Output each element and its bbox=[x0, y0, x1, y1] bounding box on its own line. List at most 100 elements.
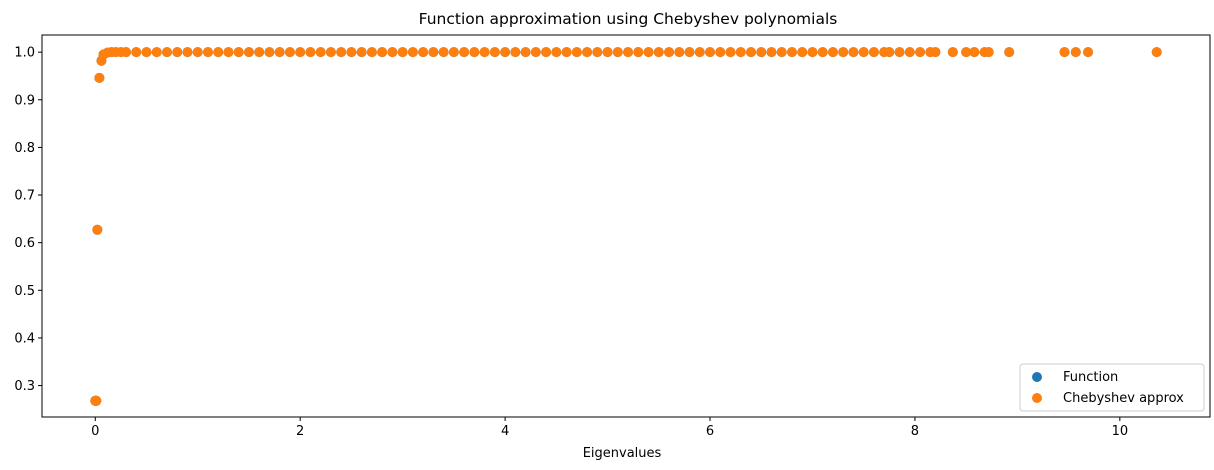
chebyshev-approx-point bbox=[1059, 47, 1070, 58]
chebyshev-approx-point bbox=[848, 47, 859, 58]
chebyshev-approx-point bbox=[418, 47, 429, 58]
chebyshev-approx-point bbox=[623, 47, 634, 58]
chebyshev-approx-point bbox=[192, 47, 203, 58]
chebyshev-approx-point bbox=[295, 47, 306, 58]
plot-area bbox=[41, 34, 1211, 418]
chebyshev-approx-point bbox=[264, 47, 275, 58]
legend-marker-function bbox=[1032, 372, 1042, 382]
chebyshev-approx-point bbox=[233, 47, 244, 58]
chebyshev-approx-point bbox=[223, 47, 234, 58]
y-tick-label: 0.3 bbox=[14, 379, 35, 394]
chebyshev-approx-point bbox=[725, 47, 736, 58]
chebyshev-approx-point bbox=[243, 47, 254, 58]
chebyshev-approx-point bbox=[356, 47, 367, 58]
chebyshev-approx-point bbox=[930, 47, 941, 58]
chebyshev-approx-point bbox=[786, 47, 797, 58]
x-tick-label: 4 bbox=[501, 424, 509, 439]
chebyshev-approx-point bbox=[520, 47, 531, 58]
chebyshev-approx-point bbox=[694, 47, 705, 58]
chebyshev-approx-point bbox=[121, 47, 132, 58]
chebyshev-approx-point bbox=[735, 47, 746, 58]
chebyshev-approx-point bbox=[969, 47, 980, 58]
legend-marker-chebyshev bbox=[1032, 393, 1042, 403]
chebyshev-approx-point bbox=[541, 47, 552, 58]
chebyshev-approx-point bbox=[397, 47, 408, 58]
chebyshev-approx-point bbox=[983, 47, 994, 58]
chebyshev-approx-point bbox=[592, 47, 603, 58]
chart-title: Function approximation using Chebyshev p… bbox=[419, 10, 838, 28]
chebyshev-approx-point bbox=[141, 47, 152, 58]
x-tick-label: 2 bbox=[296, 424, 304, 439]
chebyshev-approx-point bbox=[202, 47, 213, 58]
chebyshev-approx-point bbox=[448, 47, 459, 58]
chebyshev-approx-point bbox=[571, 47, 582, 58]
x-tick-label: 8 bbox=[911, 424, 919, 439]
chebyshev-approx-point bbox=[1151, 47, 1162, 58]
chebyshev-approx-point bbox=[817, 47, 828, 58]
chebyshev-approx-point bbox=[633, 47, 644, 58]
chebyshev-approx-point bbox=[961, 47, 972, 58]
y-tick-label: 0.9 bbox=[14, 93, 35, 108]
series-chebyshev-approx bbox=[90, 47, 1162, 406]
y-tick-label: 0.8 bbox=[14, 141, 35, 156]
chebyshev-approx-point bbox=[336, 47, 347, 58]
chebyshev-approx-point bbox=[664, 47, 675, 58]
y-tick-label: 1.0 bbox=[14, 46, 35, 61]
chebyshev-approx-point bbox=[894, 47, 905, 58]
chebyshev-approx-point bbox=[151, 47, 162, 58]
chebyshev-approx-point bbox=[428, 47, 439, 58]
chebyshev-approx-point bbox=[904, 47, 915, 58]
chebyshev-approx-point bbox=[766, 47, 777, 58]
chebyshev-approx-point bbox=[489, 47, 500, 58]
chebyshev-approx-point bbox=[858, 47, 869, 58]
chebyshev-approx-point bbox=[1070, 47, 1081, 58]
chebyshev-approx-point bbox=[325, 47, 336, 58]
x-axis-ticks: 0 2 4 6 8 10 bbox=[91, 417, 1128, 439]
chebyshev-approx-point bbox=[612, 47, 623, 58]
legend: Function Chebyshev approx bbox=[1019, 363, 1205, 412]
x-tick-label: 6 bbox=[706, 424, 714, 439]
chebyshev-approx-point bbox=[1004, 47, 1015, 58]
chebyshev-approx-point bbox=[551, 47, 562, 58]
y-tick-label: 0.4 bbox=[14, 331, 35, 346]
axes-frame bbox=[41, 34, 1211, 418]
x-tick-label: 0 bbox=[91, 424, 99, 439]
chebyshev-approx-point bbox=[838, 47, 849, 58]
chebyshev-approx-point bbox=[884, 47, 895, 58]
chebyshev-approx-point bbox=[705, 47, 716, 58]
chebyshev-approx-point bbox=[582, 47, 593, 58]
chebyshev-approx-point bbox=[131, 47, 142, 58]
chebyshev-approx-point bbox=[161, 47, 172, 58]
chebyshev-approx-point bbox=[674, 47, 685, 58]
chebyshev-approx-point bbox=[94, 72, 105, 83]
chebyshev-approx-point bbox=[602, 47, 613, 58]
chebyshev-approx-point bbox=[213, 47, 224, 58]
x-tick-label: 10 bbox=[1112, 424, 1129, 439]
legend-box bbox=[1019, 363, 1205, 412]
x-axis-label: Eigenvalues bbox=[583, 446, 662, 461]
y-tick-label: 0.7 bbox=[14, 189, 35, 204]
chebyshev-approx-point bbox=[407, 47, 418, 58]
chebyshev-approx-point bbox=[91, 395, 102, 406]
chebyshev-approx-point bbox=[284, 47, 295, 58]
chebyshev-approx-point bbox=[377, 47, 388, 58]
chebyshev-approx-point bbox=[776, 47, 787, 58]
chebyshev-approx-point bbox=[807, 47, 818, 58]
chebyshev-approx-point bbox=[561, 47, 572, 58]
chebyshev-approx-point bbox=[530, 47, 541, 58]
chebyshev-approx-point bbox=[500, 47, 511, 58]
chebyshev-approx-point bbox=[346, 47, 357, 58]
chebyshev-approx-point bbox=[643, 47, 654, 58]
chebyshev-approx-point bbox=[469, 47, 480, 58]
chebyshev-approx-point bbox=[92, 224, 103, 235]
chebyshev-approx-point bbox=[756, 47, 767, 58]
chebyshev-approx-point bbox=[510, 47, 521, 58]
chebyshev-approx-point bbox=[315, 47, 326, 58]
legend-label-function: Function bbox=[1063, 370, 1118, 385]
chebyshev-approx-point bbox=[684, 47, 695, 58]
chebyshev-approx-point bbox=[947, 47, 958, 58]
chebyshev-approx-point bbox=[827, 47, 838, 58]
chebyshev-approx-point bbox=[653, 47, 664, 58]
